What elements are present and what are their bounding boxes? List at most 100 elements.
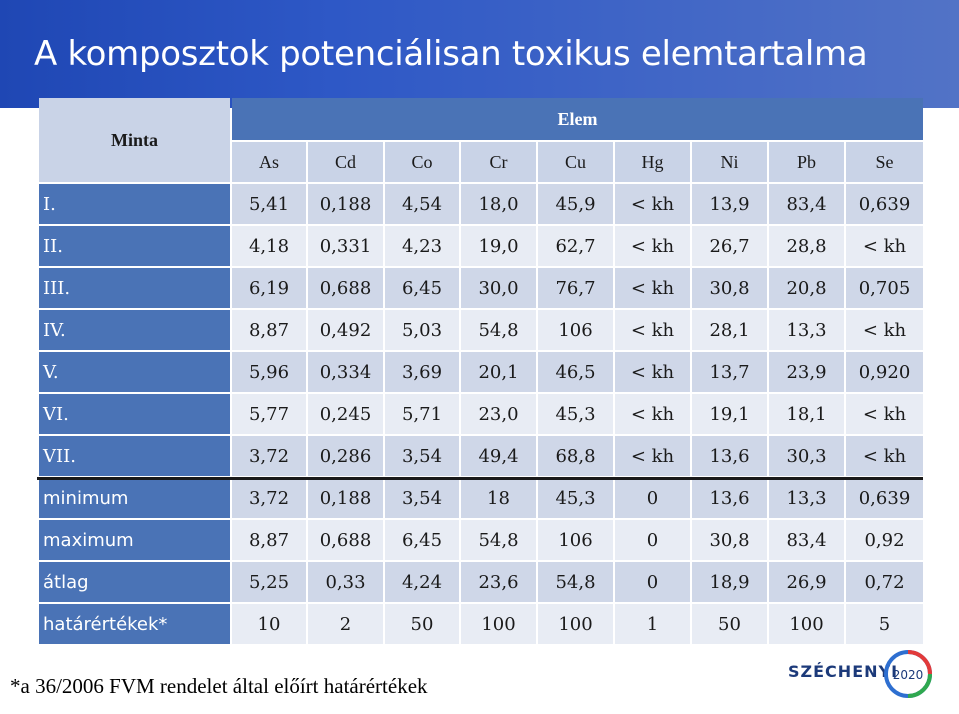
data-table: Minta Elem As Cd Co Cr Cu Hg Ni Pb Se I. 5,41 0,18… (37, 96, 925, 646)
title-bar (0, 0, 959, 108)
column-header: Se (846, 142, 923, 182)
table-cell: 49,4 (461, 436, 536, 476)
row-label: VII. (39, 436, 230, 476)
table-cell: < kh (615, 436, 690, 476)
table-cell: < kh (615, 184, 690, 224)
table-cell: < kh (615, 226, 690, 266)
table-cell: 83,4 (769, 184, 844, 224)
logo-year: 2020 (893, 668, 924, 682)
summary-cell: 8,87 (232, 520, 306, 560)
summary-cell: 18,9 (692, 562, 767, 602)
table-cell: 4,18 (232, 226, 306, 266)
table-row: III. 6,19 0,688 6,45 30,0 76,7 < kh 30,8 20,8 0,7… (39, 268, 923, 308)
summary-row: maximum 8,87 0,688 6,45 54,8 106 0 30,8 83,4 0,92 (39, 520, 923, 560)
summary-label: maximum (39, 520, 230, 560)
table-cell: 6,45 (385, 268, 459, 308)
summary-label: átlag (39, 562, 230, 602)
table-cell: 28,1 (692, 310, 767, 350)
minta-header: Minta (39, 98, 230, 182)
table-cell: 13,9 (692, 184, 767, 224)
table-row: VI. 5,77 0,245 5,71 23,0 45,3 < kh 19,1 18,1 < kh (39, 394, 923, 434)
summary-cell: 0 (615, 520, 690, 560)
table-cell: 5,96 (232, 352, 306, 392)
summary-label: minimum (39, 478, 230, 518)
table-row: IV. 8,87 0,492 5,03 54,8 106 < kh 28,1 13,3 < kh (39, 310, 923, 350)
table-cell: 3,72 (232, 436, 306, 476)
summary-row: határértékek* 10 2 50 100 100 1 50 100 5 (39, 604, 923, 644)
table-cell: 5,03 (385, 310, 459, 350)
table-cell: 0,286 (308, 436, 383, 476)
summary-row: átlag 5,25 0,33 4,24 23,6 54,8 0 18,9 26,9 0,72 (39, 562, 923, 602)
separator-line (37, 477, 923, 480)
table-cell: 68,8 (538, 436, 613, 476)
table-cell: < kh (846, 310, 923, 350)
table-cell: 5,71 (385, 394, 459, 434)
logo-wordmark: SZÉCHENYI (788, 662, 899, 681)
table-cell: 0,331 (308, 226, 383, 266)
summary-cell: 3,72 (232, 478, 306, 518)
table-cell: 30,8 (692, 268, 767, 308)
summary-cell: 0,188 (308, 478, 383, 518)
table-cell: 13,3 (769, 310, 844, 350)
summary-cell: 18 (461, 478, 536, 518)
table-cell: 46,5 (538, 352, 613, 392)
table-cell: 106 (538, 310, 613, 350)
summary-cell: 54,8 (538, 562, 613, 602)
summary-cell: 50 (692, 604, 767, 644)
table-cell: 20,1 (461, 352, 536, 392)
szechenyi-logo: SZÉCHENYI 2020 (788, 650, 958, 714)
table-cell: < kh (846, 394, 923, 434)
table-cell: < kh (846, 436, 923, 476)
summary-cell: 30,8 (692, 520, 767, 560)
table-cell: 18,1 (769, 394, 844, 434)
row-label: V. (39, 352, 230, 392)
szechenyi-2020-emblem-icon: 2020 (884, 650, 932, 698)
table-row: V. 5,96 0,334 3,69 20,1 46,5 < kh 13,7 23,9 0,920 (39, 352, 923, 392)
table-cell: 3,54 (385, 436, 459, 476)
summary-cell: 10 (232, 604, 306, 644)
summary-cell: 0 (615, 562, 690, 602)
column-header: Cr (461, 142, 536, 182)
row-label: III. (39, 268, 230, 308)
column-header: Cd (308, 142, 383, 182)
table-cell: 3,69 (385, 352, 459, 392)
table-cell: 0,334 (308, 352, 383, 392)
table-cell: < kh (846, 226, 923, 266)
table-cell: 23,0 (461, 394, 536, 434)
summary-cell: 4,24 (385, 562, 459, 602)
table-cell: 54,8 (461, 310, 536, 350)
table-cell: 19,0 (461, 226, 536, 266)
summary-label: határértékek* (39, 604, 230, 644)
summary-cell: 45,3 (538, 478, 613, 518)
table-cell: 0,639 (846, 184, 923, 224)
row-label: II. (39, 226, 230, 266)
table-cell: 13,6 (692, 436, 767, 476)
table-cell: 23,9 (769, 352, 844, 392)
summary-cell: 5,25 (232, 562, 306, 602)
table-cell: 0,705 (846, 268, 923, 308)
footnote: *a 36/2006 FVM rendelet által előírt hat… (10, 674, 428, 698)
table-row: VII. 3,72 0,286 3,54 49,4 68,8 < kh 13,6 30,3 < k… (39, 436, 923, 476)
table-cell: 62,7 (538, 226, 613, 266)
table-cell: 8,87 (232, 310, 306, 350)
row-label: I. (39, 184, 230, 224)
table-cell: 0,492 (308, 310, 383, 350)
table-cell: 18,0 (461, 184, 536, 224)
summary-cell: 0,639 (846, 478, 923, 518)
summary-cell: 50 (385, 604, 459, 644)
summary-cell: 13,6 (692, 478, 767, 518)
table-cell: 5,77 (232, 394, 306, 434)
table-cell: < kh (615, 310, 690, 350)
table-row: I. 5,41 0,188 4,54 18,0 45,9 < kh 13,9 83,4 0,639 (39, 184, 923, 224)
table-cell: < kh (615, 394, 690, 434)
table-cell: 4,23 (385, 226, 459, 266)
summary-cell: 1 (615, 604, 690, 644)
table-cell: 30,3 (769, 436, 844, 476)
summary-cell: 13,3 (769, 478, 844, 518)
table-cell: 5,41 (232, 184, 306, 224)
column-header: Co (385, 142, 459, 182)
summary-cell: 23,6 (461, 562, 536, 602)
summary-cell: 83,4 (769, 520, 844, 560)
summary-cell: 0,688 (308, 520, 383, 560)
row-label: IV. (39, 310, 230, 350)
